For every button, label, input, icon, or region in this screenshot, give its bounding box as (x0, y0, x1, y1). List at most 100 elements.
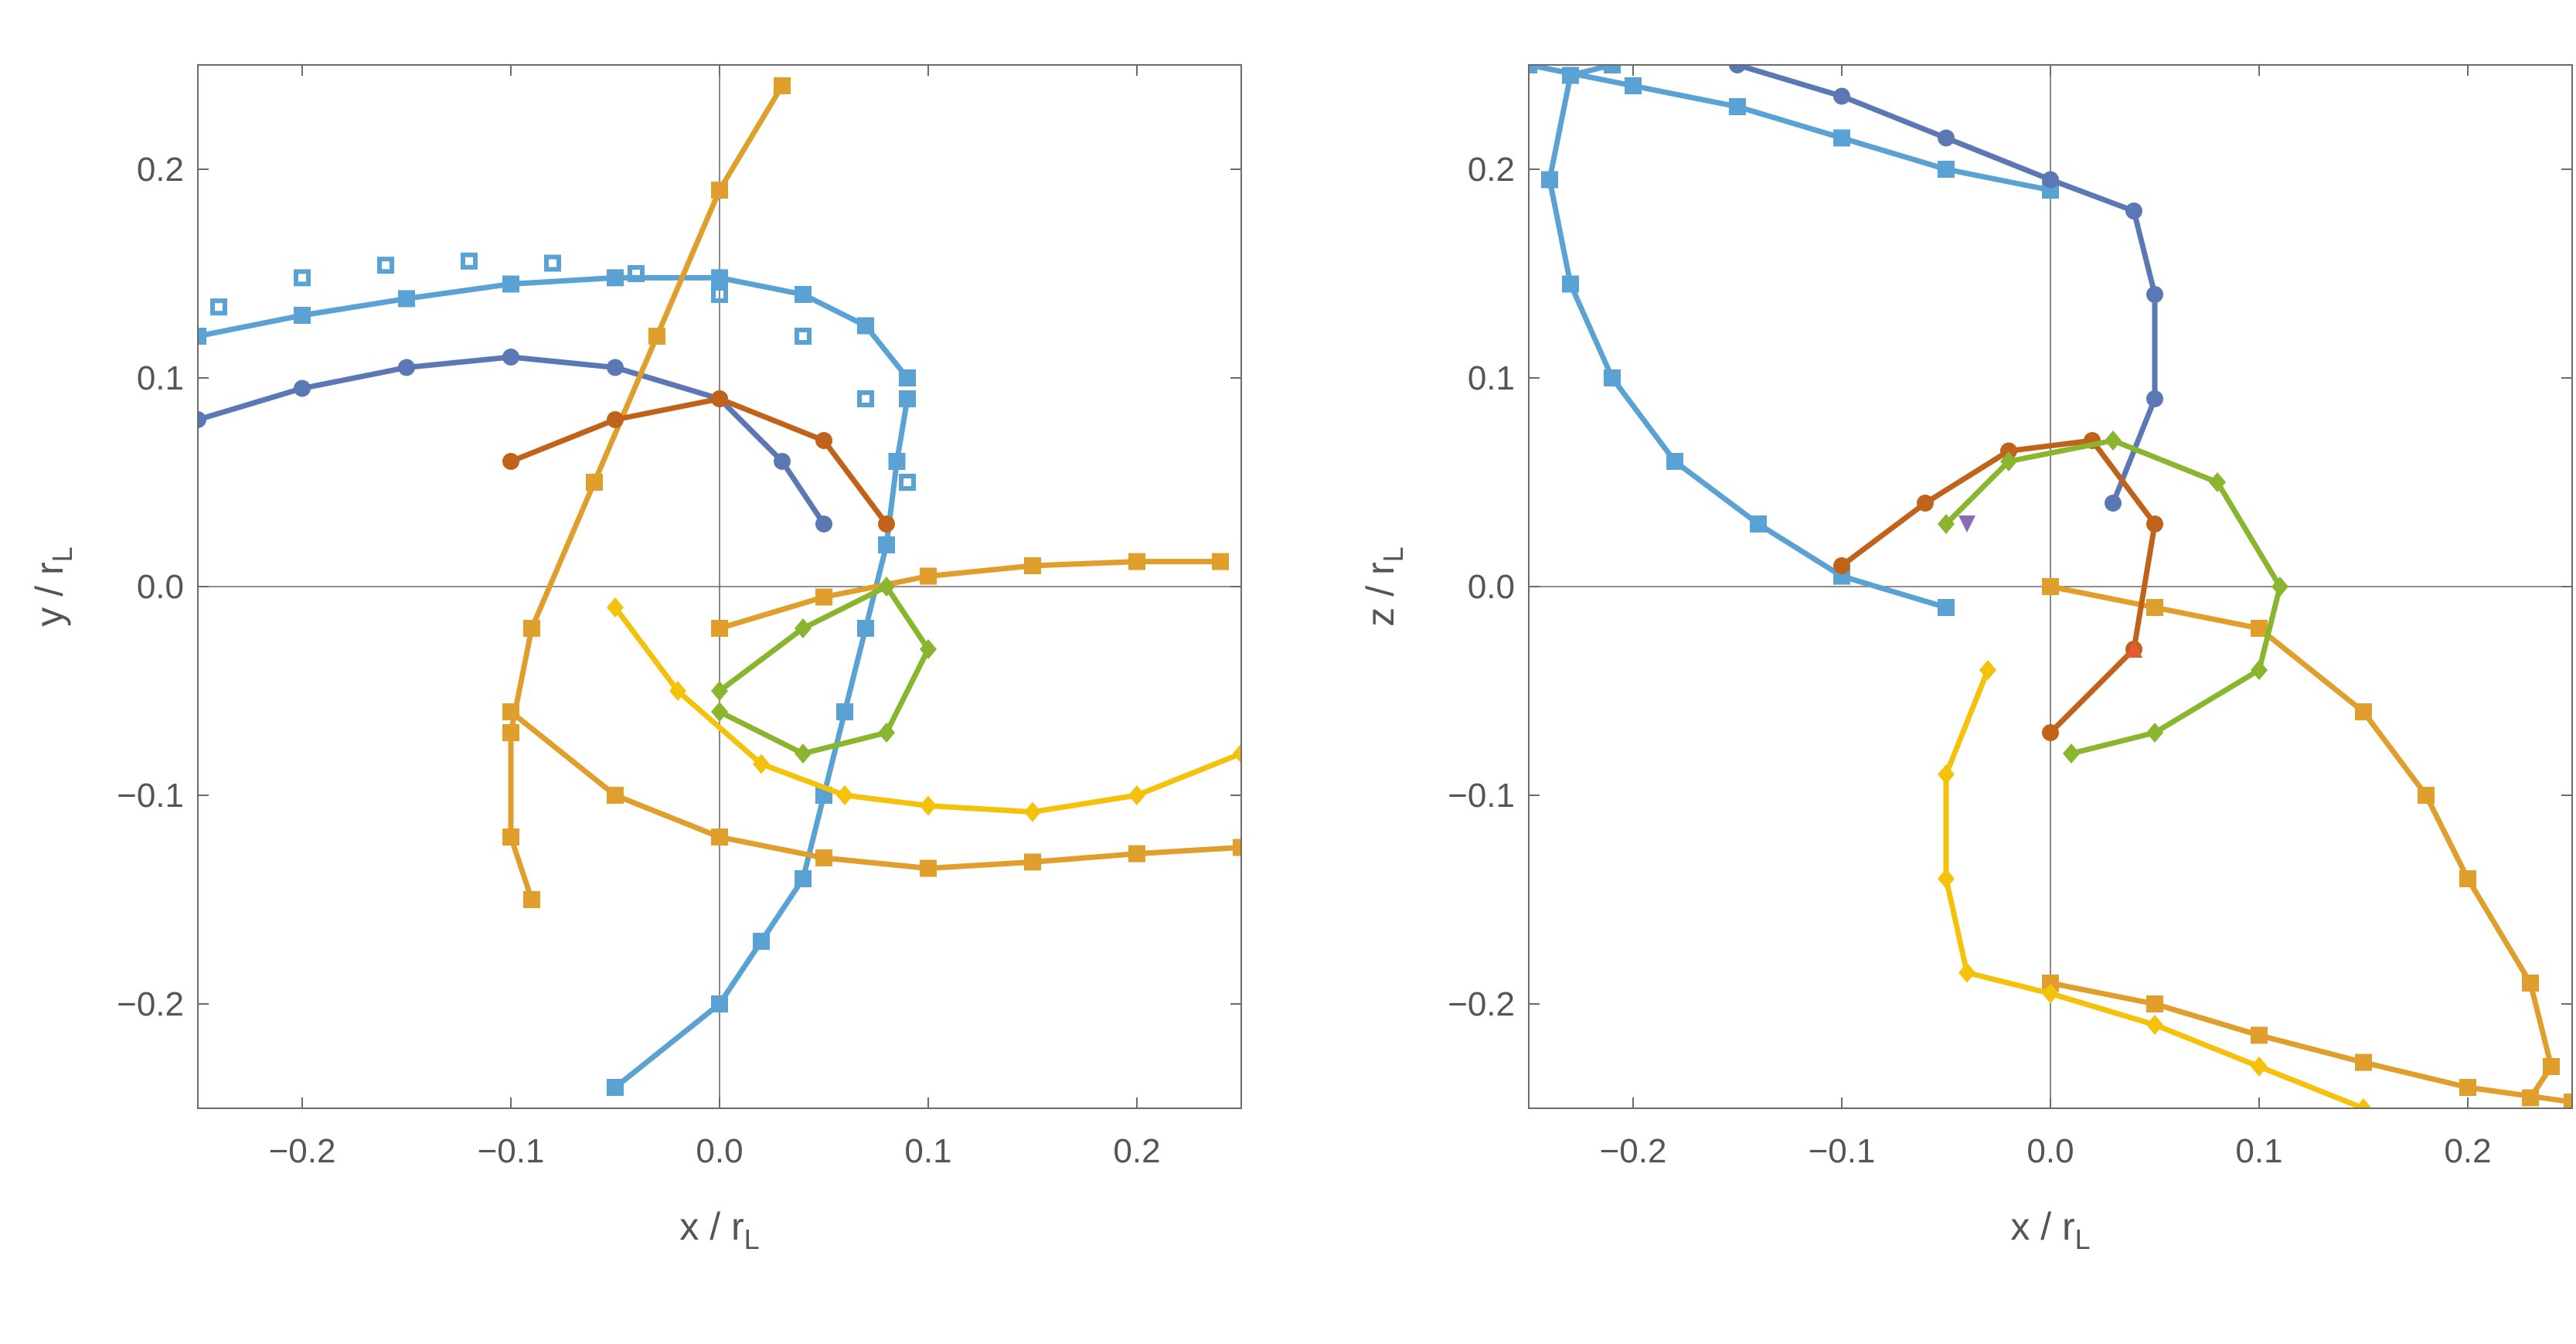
series-1-point (1625, 77, 1642, 94)
series-7-point (2251, 660, 2268, 680)
series-2-dark_blue (1729, 65, 2163, 512)
series-2-point (1938, 129, 1955, 147)
series-3-point (815, 515, 832, 532)
series-2-point (294, 269, 311, 287)
series-3-point (774, 453, 791, 470)
series-1-point (607, 269, 624, 287)
series-3-point (398, 359, 415, 376)
y-tick-label: 0.2 (137, 151, 184, 189)
series-7-point (2063, 743, 2080, 764)
series-1-point (857, 317, 874, 335)
series-6-point (2000, 442, 2017, 460)
series-6-point (2042, 724, 2059, 741)
series-1-point (899, 369, 916, 386)
x-tick-label: −0.2 (1600, 1132, 1667, 1170)
series-2-point (795, 328, 812, 345)
series-2-point (461, 252, 478, 270)
series-3-point (2355, 703, 2372, 720)
series-0-point (753, 933, 770, 950)
series-4-point (2146, 995, 2163, 1012)
series-0-point (1604, 65, 1621, 73)
x-tick-label: 0.1 (2235, 1132, 2282, 1170)
series-7-point (607, 597, 624, 618)
series-4-line (2047, 980, 2572, 1105)
series-0-point (607, 1079, 624, 1096)
series-1-point (711, 269, 728, 287)
series-2-point (628, 265, 645, 282)
series-7-point (2105, 430, 2122, 451)
series-4-point (2355, 1053, 2372, 1071)
series-6-point (711, 620, 728, 637)
series-8-point (711, 390, 728, 407)
series-2-point (2146, 286, 2163, 303)
series-8-point (878, 515, 895, 532)
series-6-point (920, 567, 937, 585)
series-3-line (198, 354, 827, 527)
x-tick-label: 0.0 (2026, 1132, 2074, 1170)
series-4-line (508, 83, 785, 903)
series-8-point (1958, 515, 1975, 532)
series-2-line (1734, 65, 2158, 506)
series-6-point (1128, 553, 1145, 570)
series-1-point (502, 275, 519, 293)
series-5-yellow (1938, 660, 2372, 1108)
series-3-point (607, 359, 624, 376)
series-1-point (294, 307, 311, 324)
series-7-line (1943, 437, 2283, 757)
series-8-point (502, 453, 519, 470)
series-6-orange (711, 553, 1229, 637)
series-9-point (2125, 641, 2142, 658)
series-9-line (716, 584, 931, 757)
series-4-point (711, 182, 728, 199)
series-0-point (1562, 275, 1579, 293)
series-4-point (502, 829, 519, 846)
x-axis-label: x / rL (2010, 1205, 2090, 1255)
series-9-point (878, 723, 895, 743)
series-1-point (795, 286, 812, 303)
series-4-point (2251, 1026, 2268, 1044)
series-3-point (502, 349, 519, 366)
series-2-point (2125, 202, 2142, 219)
series-6-line (716, 559, 1223, 631)
series-4-orange (2042, 975, 2572, 1108)
series-5-point (1024, 853, 1041, 871)
series-3-point (2418, 787, 2435, 804)
y-tick-label: 0.0 (137, 568, 184, 606)
series-0-point (1604, 369, 1621, 386)
series-1-light_blue (198, 269, 916, 386)
series-7-point (920, 795, 937, 816)
series-7-point (2000, 451, 2017, 471)
series-9-point (711, 702, 728, 722)
series-7-line (612, 604, 1241, 815)
y-tick-label: −0.1 (117, 777, 184, 815)
y-tick-label: 0.2 (1468, 151, 1515, 189)
series-0-point (899, 390, 916, 407)
series-6-point (1024, 557, 1041, 574)
series-8-point (815, 432, 832, 449)
series-2-point (2105, 495, 2122, 512)
series-5-point (2042, 983, 2059, 1004)
y-tick-label: −0.1 (1448, 777, 1515, 815)
series-3-orange (2042, 578, 2560, 1107)
series-5-point (1958, 962, 1975, 983)
series-5-orange (502, 703, 1241, 877)
series-5-point (2251, 1056, 2268, 1077)
series-0-point (1750, 515, 1767, 532)
series-3-dark_blue (198, 349, 832, 532)
y-tick-label: 0.1 (137, 359, 184, 397)
series-3-point (2543, 1058, 2560, 1075)
y-tick-label: −0.2 (1448, 985, 1515, 1023)
series-9-point (878, 577, 895, 597)
series-5-point (1938, 869, 1955, 889)
x-axis-label: x / rL (679, 1205, 759, 1255)
series-2-point (2042, 171, 2059, 189)
series-2-point (210, 298, 227, 316)
series-7-point (1938, 514, 1955, 534)
series-5-point (2355, 1098, 2372, 1108)
series-7-point (1128, 785, 1145, 805)
panel-xy: −0.2 −0.1 0.0 0.1 0.2 −0.2 −0.1 0.0 0.1 0.2 x / rL… (28, 64, 1242, 1255)
series-0-light_blue (607, 390, 916, 1096)
series-5-point (1979, 660, 1996, 680)
series-3-point (2459, 870, 2476, 887)
series-5-point (815, 849, 832, 866)
